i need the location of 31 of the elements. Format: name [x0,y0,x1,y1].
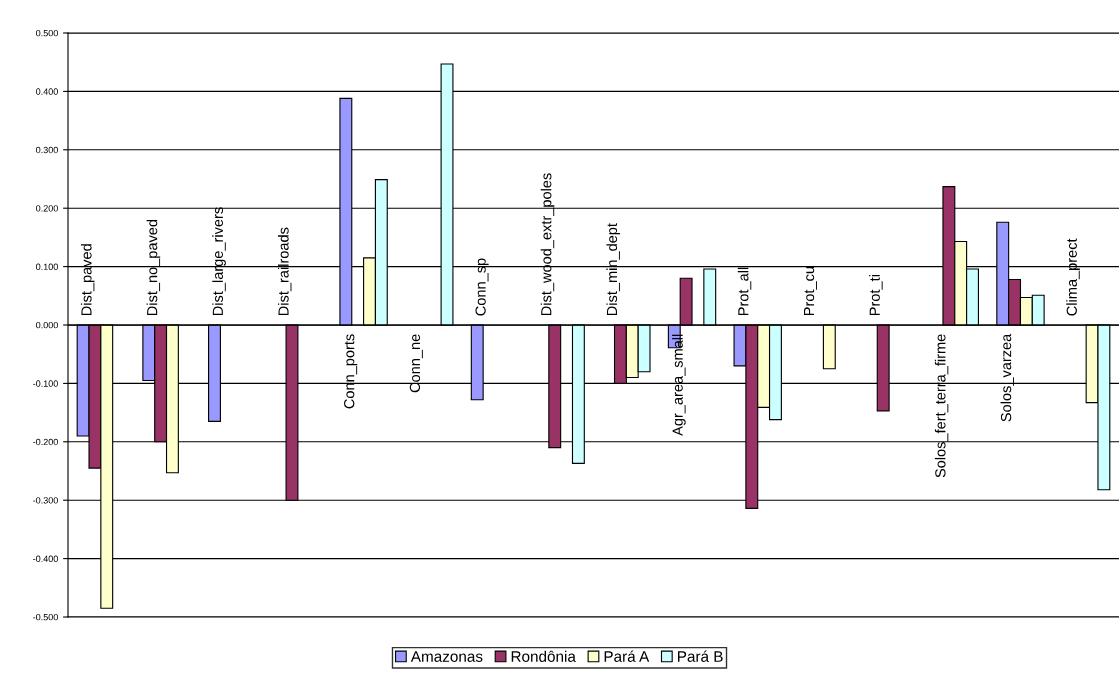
y-tick-label: -0.500 [33,613,58,621]
legend-label: Rondônia [511,650,576,662]
legend-label: Amazonas [410,651,483,662]
x-tick-label: Agr_area_small [672,334,686,436]
x-tick-label: Conn_sp [475,258,489,316]
x-tick-label: Dist_no_paved [146,219,161,316]
x-tick-label: Prot_ti [869,275,883,316]
y-tick-label: -0.200 [33,438,58,446]
x-tick-label: Prot_all [737,267,752,316]
x-tick-label: Solos_fert_terra_firme [934,334,949,478]
y-tick-label: 0.000 [36,321,58,329]
x-tick-label: Dist_min_dept [606,223,620,316]
y-tick-label: 0.400 [36,88,58,95]
x-tick-label: Dist_paved [80,244,95,316]
y-tick-label: 0.300 [36,146,58,154]
x-tick-label: Dist_railroads [277,227,292,316]
y-tick-label: 0.100 [36,263,58,270]
y-tick-label: -0.300 [33,497,58,504]
x-tick-label: Solos_varzea [1000,333,1014,422]
x-tick-label: Clima_prect [1066,238,1080,316]
x-tick-label: Conn_ne [409,334,423,393]
y-tick-label: -0.100 [33,380,58,387]
y-tick-label: 0.500 [36,29,58,37]
y-tick-label: -0.400 [33,555,58,562]
y-tick-label: 0.200 [36,205,58,212]
x-tick-label: Prot_cu [804,266,817,316]
x-tick-label: Dist_wood_extr_poles [540,173,555,316]
legend-label: Pará B [678,650,723,662]
x-tick-label: Dist_large_rivers [212,207,226,316]
legend-label: Pará A [604,650,650,662]
x-tick-label: Conn_ports [344,334,358,409]
